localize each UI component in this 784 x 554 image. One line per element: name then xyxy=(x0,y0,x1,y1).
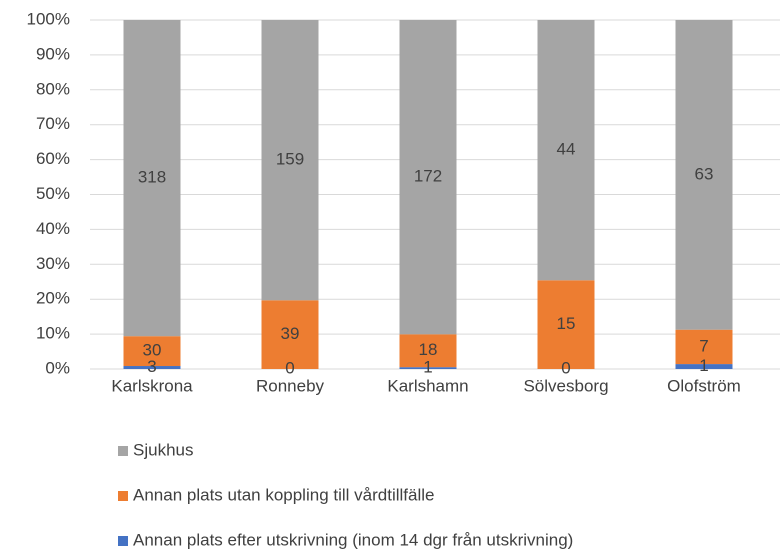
y-tick-label: 80% xyxy=(36,79,70,98)
y-tick-label: 50% xyxy=(36,184,70,203)
bar-segment xyxy=(537,20,595,281)
bar-segment xyxy=(399,334,457,368)
legend-label: Sjukhus xyxy=(133,440,193,459)
x-tick-label: Ronneby xyxy=(256,376,325,395)
bar-segment xyxy=(675,20,733,330)
data-label: 44 xyxy=(557,140,576,159)
y-tick-label: 70% xyxy=(36,114,70,133)
bar-segment xyxy=(675,364,733,369)
data-label: 1 xyxy=(699,356,708,375)
bar-segment xyxy=(261,20,319,301)
data-label: 0 xyxy=(285,358,294,377)
y-tick-label: 90% xyxy=(36,44,70,63)
x-tick-label: Olofström xyxy=(667,376,741,395)
data-label: 63 xyxy=(695,164,714,183)
y-tick-label: 100% xyxy=(27,9,70,28)
legend-label: Annan plats utan koppling till vårdtillf… xyxy=(133,485,434,504)
y-tick-label: 60% xyxy=(36,149,70,168)
data-label: 18 xyxy=(419,340,438,359)
data-label: 7 xyxy=(699,336,708,355)
legend-swatch xyxy=(118,536,128,546)
data-label: 159 xyxy=(276,150,304,169)
bar-segment xyxy=(675,329,733,365)
legend-label: Annan plats efter utskrivning (inom 14 d… xyxy=(133,530,573,549)
bar-segment xyxy=(399,367,457,369)
data-label: 172 xyxy=(414,167,442,186)
legend-swatch xyxy=(118,446,128,456)
bar-segment xyxy=(123,336,181,367)
bar-segment xyxy=(123,366,181,369)
data-label: 1 xyxy=(423,358,432,377)
y-tick-label: 0% xyxy=(45,358,70,377)
data-label: 39 xyxy=(281,324,300,343)
y-tick-label: 10% xyxy=(36,324,70,343)
bar-segment xyxy=(399,20,457,335)
y-tick-label: 30% xyxy=(36,254,70,273)
y-tick-label: 40% xyxy=(36,219,70,238)
bar-segment xyxy=(537,280,595,369)
data-label: 30 xyxy=(143,341,162,360)
legend-swatch xyxy=(118,491,128,501)
x-tick-label: Karlskrona xyxy=(111,376,193,395)
data-label: 0 xyxy=(561,358,570,377)
data-label: 15 xyxy=(557,314,576,333)
data-label: 3 xyxy=(147,357,156,376)
y-tick-label: 20% xyxy=(36,289,70,308)
bar-segment xyxy=(123,20,181,337)
x-tick-label: Karlshamn xyxy=(387,376,468,395)
bar-segment xyxy=(261,300,319,369)
data-label: 318 xyxy=(138,168,166,187)
x-tick-label: Sölvesborg xyxy=(523,376,608,395)
